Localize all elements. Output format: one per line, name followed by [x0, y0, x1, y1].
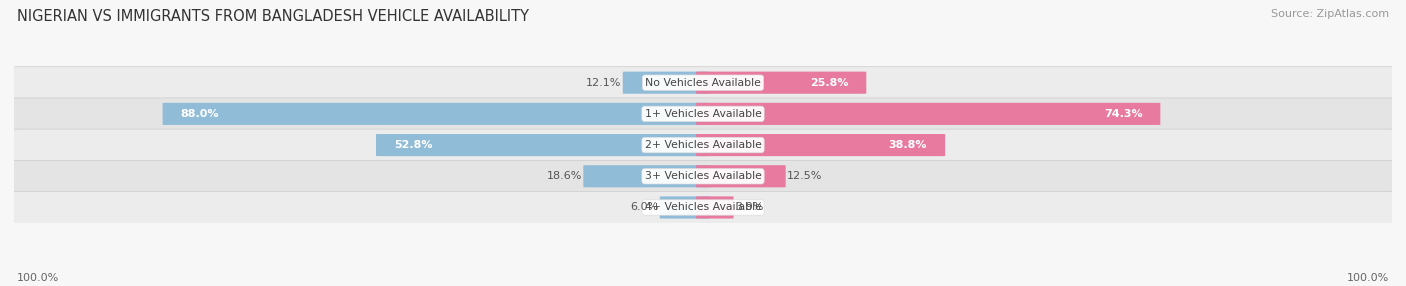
Text: 18.6%: 18.6% [547, 171, 582, 181]
FancyBboxPatch shape [4, 67, 1402, 99]
Text: 3+ Vehicles Available: 3+ Vehicles Available [644, 171, 762, 181]
FancyBboxPatch shape [4, 129, 1402, 161]
Text: 100.0%: 100.0% [1347, 273, 1389, 283]
FancyBboxPatch shape [696, 72, 866, 94]
Text: 2+ Vehicles Available: 2+ Vehicles Available [644, 140, 762, 150]
Text: 4+ Vehicles Available: 4+ Vehicles Available [644, 202, 762, 212]
FancyBboxPatch shape [659, 196, 710, 219]
FancyBboxPatch shape [696, 134, 945, 156]
FancyBboxPatch shape [4, 160, 1402, 192]
Legend: Nigerian, Immigrants from Bangladesh: Nigerian, Immigrants from Bangladesh [557, 283, 849, 286]
Text: 25.8%: 25.8% [810, 78, 848, 88]
FancyBboxPatch shape [583, 165, 710, 187]
FancyBboxPatch shape [4, 98, 1402, 130]
FancyBboxPatch shape [696, 165, 786, 187]
Text: 88.0%: 88.0% [180, 109, 219, 119]
FancyBboxPatch shape [623, 72, 710, 94]
Text: 6.0%: 6.0% [630, 202, 658, 212]
Text: 74.3%: 74.3% [1104, 109, 1143, 119]
Text: 12.1%: 12.1% [586, 78, 621, 88]
Text: 12.5%: 12.5% [787, 171, 823, 181]
Text: 100.0%: 100.0% [17, 273, 59, 283]
FancyBboxPatch shape [375, 134, 710, 156]
Text: 3.9%: 3.9% [735, 202, 763, 212]
Text: 52.8%: 52.8% [394, 140, 433, 150]
Text: 38.8%: 38.8% [889, 140, 927, 150]
FancyBboxPatch shape [4, 192, 1402, 223]
Text: Source: ZipAtlas.com: Source: ZipAtlas.com [1271, 9, 1389, 19]
Text: 1+ Vehicles Available: 1+ Vehicles Available [644, 109, 762, 119]
Text: NIGERIAN VS IMMIGRANTS FROM BANGLADESH VEHICLE AVAILABILITY: NIGERIAN VS IMMIGRANTS FROM BANGLADESH V… [17, 9, 529, 23]
FancyBboxPatch shape [696, 103, 1160, 125]
FancyBboxPatch shape [163, 103, 710, 125]
FancyBboxPatch shape [696, 196, 734, 219]
Text: No Vehicles Available: No Vehicles Available [645, 78, 761, 88]
